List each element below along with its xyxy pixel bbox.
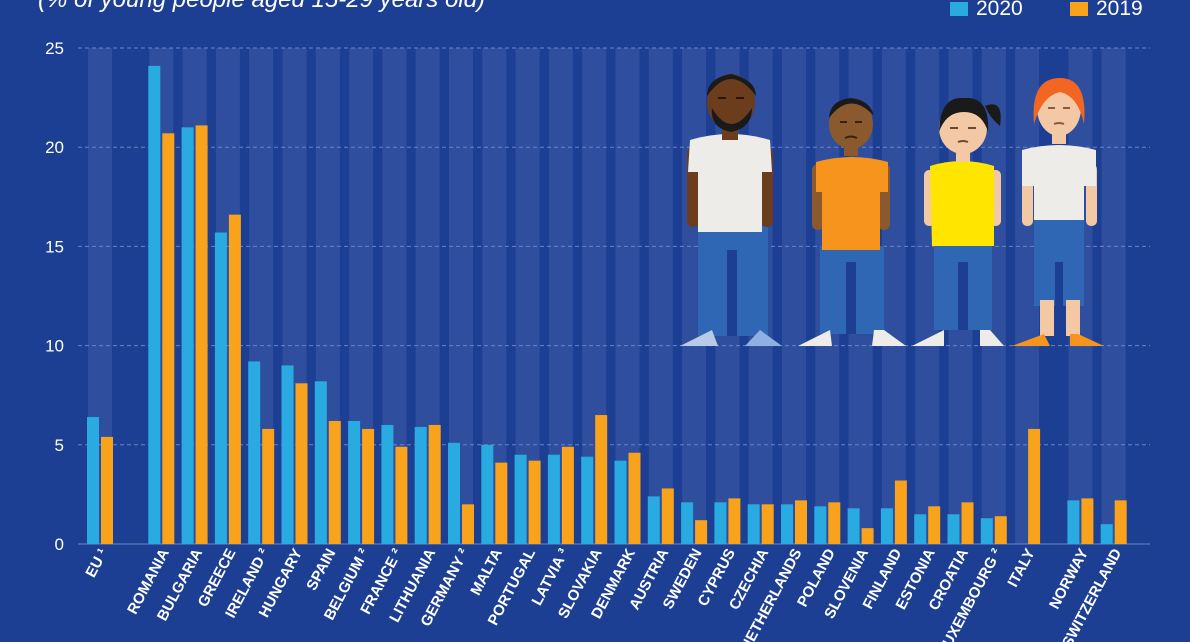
bar-2020: [681, 502, 694, 544]
bar-2019: [994, 516, 1007, 544]
bar-2019: [561, 446, 574, 544]
person-4-illustration: [1012, 78, 1104, 346]
column-stripe: [648, 48, 673, 544]
bar-2019: [395, 446, 408, 544]
bar-2019: [195, 125, 208, 544]
bar-2019: [628, 452, 641, 544]
bar-2020: [781, 504, 793, 544]
bar-2020: [314, 381, 327, 544]
bar-2019: [861, 528, 874, 544]
bar-2019: [795, 500, 807, 544]
bar-2020: [914, 514, 927, 544]
bar-2020: [880, 508, 893, 544]
chart-subtitle: (% of young people aged 15-29 years old): [38, 0, 485, 14]
bar-2019: [1081, 498, 1094, 544]
bar-2019: [295, 383, 308, 544]
person-1-illustration: [680, 74, 782, 346]
bar-2020: [714, 502, 727, 544]
bar-2019: [428, 424, 441, 544]
bar-2019: [362, 428, 375, 544]
bar-2019: [495, 462, 508, 544]
bar-2020: [381, 424, 394, 544]
y-tick-label: 20: [45, 138, 64, 157]
bar-2019: [761, 504, 774, 544]
bar-2020: [481, 444, 494, 544]
bar-2019: [328, 420, 341, 544]
bar-2019: [462, 504, 474, 544]
bar-2019: [528, 460, 541, 544]
bar-2020: [87, 417, 99, 544]
bar-2020: [214, 232, 227, 544]
y-tick-label: 5: [55, 436, 64, 455]
y-tick-label: 15: [45, 237, 64, 256]
bar-2020: [181, 127, 194, 545]
column-stripe: [782, 48, 806, 544]
y-tick-label: 25: [45, 39, 64, 58]
person-3-illustration: [912, 97, 1004, 346]
bar-2019: [894, 480, 907, 544]
bar-2020: [148, 65, 161, 544]
bar-2020: [947, 514, 960, 544]
person-2-illustration: [798, 98, 906, 346]
illustration-young-people: [680, 74, 1104, 346]
bar-2020: [1100, 524, 1113, 544]
bar-2020: [1067, 500, 1080, 544]
bar-2020: [281, 365, 294, 544]
legend-swatch-2020: [950, 2, 968, 16]
bar-2020: [514, 454, 527, 544]
bar-2019: [162, 133, 175, 544]
bar-2020: [348, 420, 361, 544]
bars: [87, 65, 1127, 545]
bar-2020: [448, 442, 460, 544]
bar-2019: [828, 502, 841, 544]
x-tick-label: SPAIN: [303, 546, 339, 593]
bar-2019: [1028, 428, 1041, 544]
bar-2020: [581, 456, 594, 544]
legend-item-2019: 2019: [1070, 0, 1143, 20]
legend-label-2020: 2020: [976, 0, 1023, 20]
column-stripe: [1101, 48, 1126, 544]
legend-swatch-2019: [1070, 2, 1088, 16]
bar-2019: [101, 436, 113, 544]
bar-2019: [928, 506, 941, 544]
bar-2019: [262, 428, 275, 544]
bar-2020: [814, 506, 827, 544]
bar-2020: [547, 454, 560, 544]
bar-2019: [661, 488, 674, 544]
bar-2020: [980, 518, 993, 544]
bar-2019: [1114, 500, 1127, 544]
y-tick-label: 0: [55, 535, 64, 554]
x-tick-label: EU ¹: [82, 546, 111, 580]
y-axis-ticks: 0 5 10 15 20 25: [45, 39, 64, 554]
bar-2020: [847, 508, 860, 544]
bar-2020: [248, 361, 261, 544]
column-stripe: [881, 48, 906, 544]
legend-item-2020: 2020: [950, 0, 1023, 20]
x-tick-label: ITALY: [1004, 546, 1038, 590]
y-tick-label: 10: [45, 337, 64, 356]
bar-2020: [747, 504, 760, 544]
bar-2019: [595, 415, 608, 544]
legend-label-2019: 2019: [1096, 0, 1143, 20]
bar-2019: [961, 502, 974, 544]
bar-2020: [614, 460, 627, 544]
bar-2019: [728, 498, 741, 544]
bar-2019: [695, 520, 708, 544]
bar-2020: [414, 426, 427, 544]
bar-2019: [228, 214, 241, 544]
bar-2020: [647, 496, 660, 544]
